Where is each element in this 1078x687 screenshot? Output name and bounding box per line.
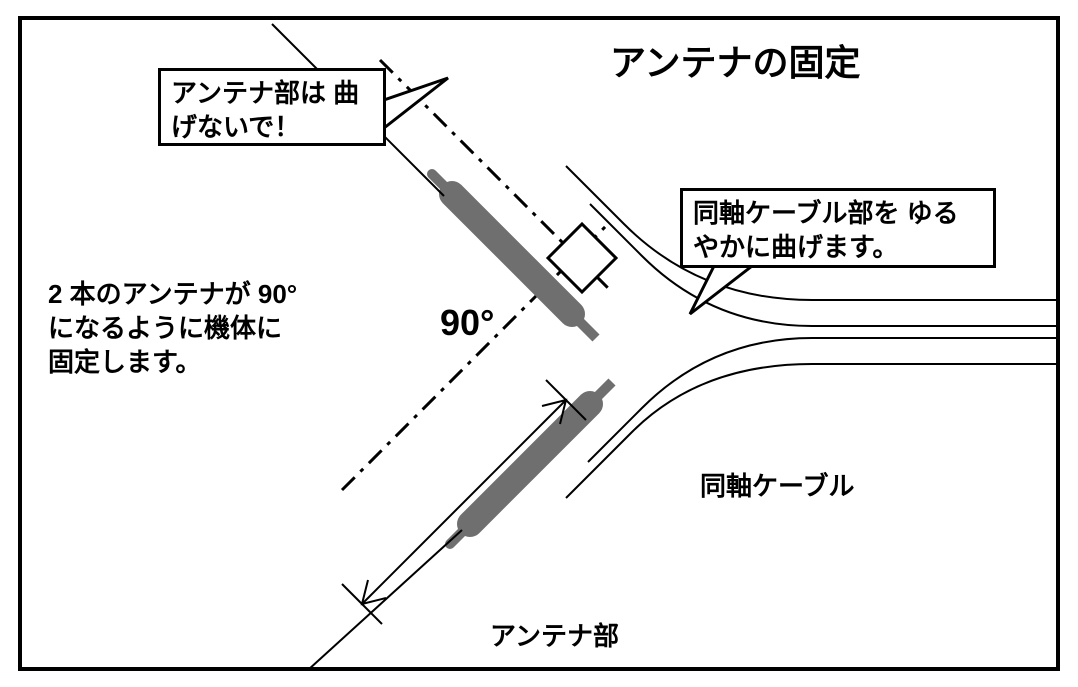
- callout-bend-gently-text: 同軸ケーブル部を ゆるやかに曲げます。: [693, 198, 959, 262]
- callout-no-bend: アンテナ部は 曲げないで！: [158, 68, 386, 146]
- callout-no-bend-text: アンテナ部は 曲げないで！: [171, 78, 359, 142]
- antenna-part-label: アンテナ部: [490, 620, 619, 654]
- coax-cable-label: 同軸ケーブル: [700, 470, 854, 504]
- callout-bend-gently: 同軸ケーブル部を ゆるやかに曲げます。: [680, 188, 996, 268]
- instruction-text: 2 本のアンテナが 90° になるように機体に 固定します。: [48, 278, 297, 379]
- diagram-title: アンテナの固定: [610, 40, 861, 87]
- angle-label: 90°: [440, 300, 494, 347]
